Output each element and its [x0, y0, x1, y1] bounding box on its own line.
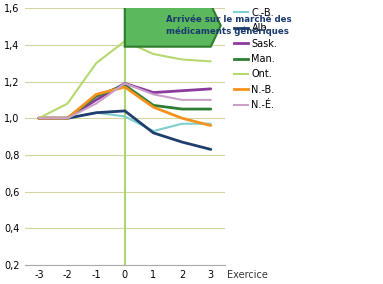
N.-É. — [65, 116, 70, 120]
Line: Man.: Man. — [39, 85, 211, 118]
Sask. — [208, 87, 213, 91]
Ont. — [180, 58, 184, 61]
Man. — [94, 95, 98, 98]
Man. — [151, 104, 156, 107]
Ont. — [65, 102, 70, 105]
Man. — [180, 107, 184, 111]
Sask. — [94, 98, 98, 102]
N.-B. — [36, 116, 41, 120]
Alb. — [151, 131, 156, 135]
Legend: C.-B., Alb., Sask., Man., Ont., N.-B., N.-É.: C.-B., Alb., Sask., Man., Ont., N.-B., N… — [234, 8, 277, 110]
Alb. — [94, 111, 98, 114]
N.-B. — [65, 116, 70, 120]
Ont. — [94, 62, 98, 65]
Alb. — [65, 116, 70, 120]
Text: Arrivée sur le marché des
médicaments génériques: Arrivée sur le marché des médicaments gé… — [166, 15, 292, 36]
Ont. — [123, 39, 127, 43]
N.-B. — [208, 124, 213, 127]
C.-B. — [123, 115, 127, 118]
Sask. — [180, 89, 184, 92]
Alb. — [36, 116, 41, 120]
N.-É. — [123, 82, 127, 85]
Text: Exercice: Exercice — [226, 270, 267, 281]
Ont. — [36, 116, 41, 120]
C.-B. — [208, 122, 213, 126]
N.-É. — [208, 98, 213, 102]
Man. — [65, 116, 70, 120]
Line: Alb.: Alb. — [39, 111, 211, 149]
Line: N.-B.: N.-B. — [39, 87, 211, 126]
Alb. — [123, 109, 127, 112]
C.-B. — [180, 122, 184, 126]
N.-B. — [123, 85, 127, 89]
C.-B. — [151, 130, 156, 133]
C.-B. — [36, 116, 41, 120]
N.-É. — [180, 98, 184, 102]
Sask. — [65, 116, 70, 120]
C.-B. — [65, 116, 70, 120]
Alb. — [208, 148, 213, 151]
N.-É. — [94, 102, 98, 105]
Line: Sask.: Sask. — [39, 83, 211, 118]
Line: C.-B.: C.-B. — [39, 113, 211, 131]
C.-B. — [94, 111, 98, 114]
Man. — [123, 83, 127, 87]
Sask. — [123, 82, 127, 85]
Man. — [208, 107, 213, 111]
Alb. — [180, 140, 184, 144]
Line: N.-É.: N.-É. — [39, 83, 211, 118]
N.-É. — [151, 93, 156, 96]
Sask. — [151, 91, 156, 94]
N.-B. — [151, 106, 156, 109]
Sask. — [36, 116, 41, 120]
Ont. — [151, 52, 156, 56]
N.-B. — [180, 116, 184, 120]
Polygon shape — [125, 5, 221, 47]
N.-B. — [94, 93, 98, 96]
Ont. — [208, 60, 213, 63]
N.-É. — [36, 116, 41, 120]
Man. — [36, 116, 41, 120]
Line: Ont.: Ont. — [39, 41, 211, 118]
